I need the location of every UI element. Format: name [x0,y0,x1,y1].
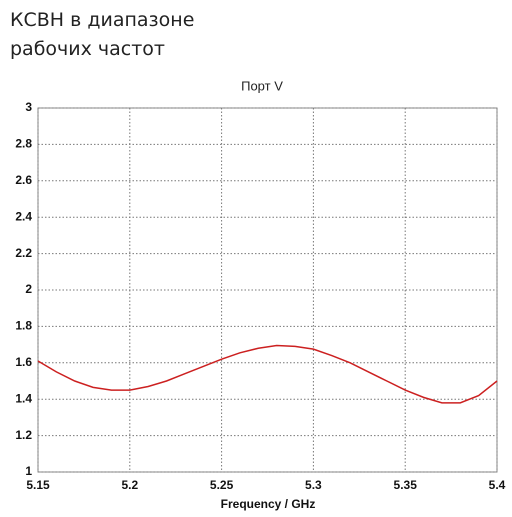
y-tick-label: 2 [25,282,32,296]
y-tick-label: 2.4 [15,209,32,223]
x-tick-label: 5.35 [394,478,418,492]
chart-title: КСВН в диапазоне рабочих частот [10,9,195,60]
plot-area [37,107,498,473]
x-tick-label: 5.15 [26,478,50,492]
y-tick-label: 1.2 [15,428,32,442]
y-tick-label: 1.6 [15,355,32,369]
y-tick-label: 2.8 [15,137,32,151]
data-line [37,344,498,404]
y-tick-label: 1 [25,464,32,478]
x-tick-label: 5.4 [489,478,506,492]
x-tick-label: 5.3 [305,478,322,492]
y-tick-label: 2.2 [15,246,32,260]
y-tick-label: 1.8 [15,319,32,333]
chart-subtitle: Порт V [241,78,283,93]
y-tick-label: 1.4 [15,391,32,405]
x-tick-label: 5.2 [121,478,138,492]
x-tick-label: 5.25 [210,478,234,492]
y-tick-label: 3 [25,100,32,114]
x-axis-label: Frequency / GHz [221,497,316,511]
y-tick-label: 2.6 [15,173,32,187]
